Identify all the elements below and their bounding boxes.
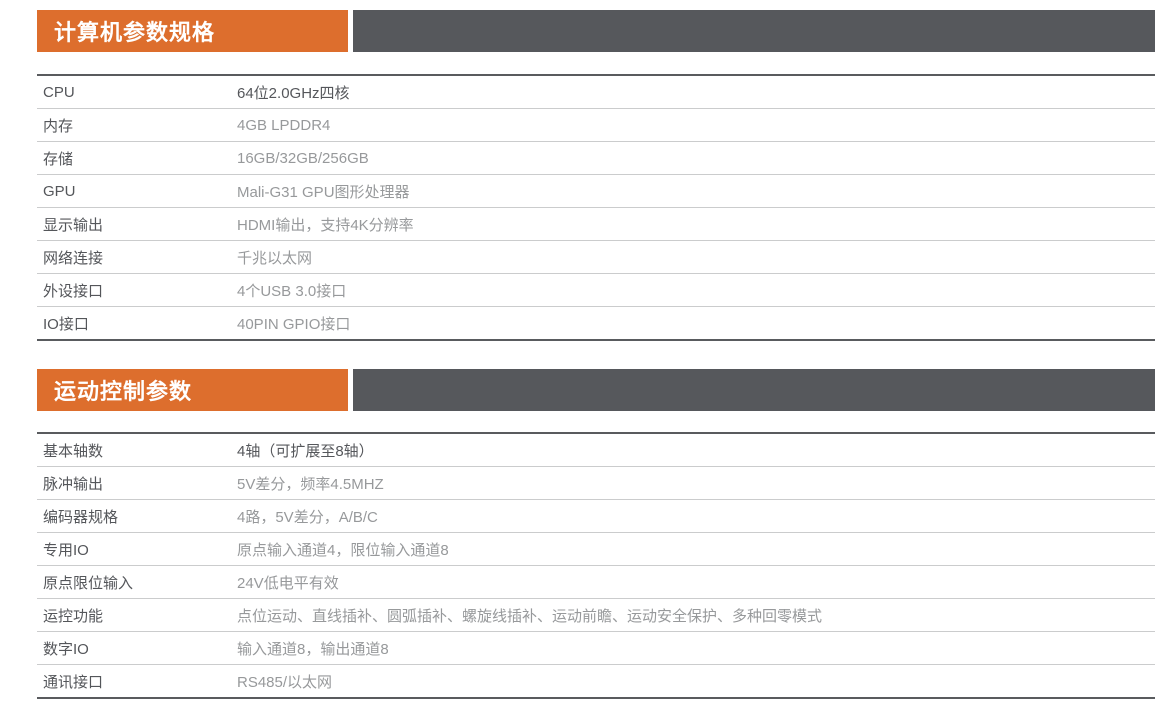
table-row: CPU 64位2.0GHz四核 <box>37 76 1155 109</box>
spec-value: 16GB/32GB/256GB <box>237 149 369 167</box>
spec-label: 通讯接口 <box>43 673 104 691</box>
section-title-banner: 运动控制参数 <box>37 369 348 411</box>
spec-label: 运控功能 <box>43 607 104 625</box>
spec-label: CPU <box>43 83 75 101</box>
spec-label: 脉冲输出 <box>43 475 104 493</box>
table-row: 基本轴数 4轴（可扩展至8轴） <box>37 434 1155 467</box>
table-row: 网络连接 千兆以太网 <box>37 241 1155 274</box>
table-row: 原点限位输入 24V低电平有效 <box>37 566 1155 599</box>
spec-label: 外设接口 <box>43 282 104 300</box>
spec-label: 专用IO <box>43 541 89 559</box>
spec-value: 24V低电平有效 <box>237 574 339 592</box>
spec-value: 输入通道8，输出通道8 <box>237 640 389 658</box>
spec-value: HDMI输出，支持4K分辨率 <box>237 216 414 234</box>
spec-value: 40PIN GPIO接口 <box>237 315 351 333</box>
table-row: 显示输出 HDMI输出，支持4K分辨率 <box>37 208 1155 241</box>
spec-label: 存储 <box>43 150 74 168</box>
section-title: 计算机参数规格 <box>54 20 216 45</box>
spec-value: RS485/以太网 <box>237 673 333 691</box>
spec-label: 数字IO <box>43 640 89 658</box>
section-header-bar <box>353 369 1155 411</box>
spec-label: 编码器规格 <box>43 508 119 526</box>
computer-spec-table: CPU 64位2.0GHz四核 内存 4GB LPDDR4 存储 16GB/32… <box>37 74 1155 341</box>
table-row: 数字IO 输入通道8，输出通道8 <box>37 632 1155 665</box>
spec-label: 网络连接 <box>43 249 104 267</box>
table-row: 内存 4GB LPDDR4 <box>37 109 1155 142</box>
table-row: IO接口 40PIN GPIO接口 <box>37 307 1155 339</box>
spec-value: 4GB LPDDR4 <box>237 116 331 134</box>
table-row: 专用IO 原点输入通道4，限位输入通道8 <box>37 533 1155 566</box>
table-row: 编码器规格 4路，5V差分，A/B/C <box>37 500 1155 533</box>
spec-value: 4轴（可扩展至8轴） <box>237 442 374 460</box>
spec-label: GPU <box>43 182 76 200</box>
table-row: 运控功能 点位运动、直线插补、圆弧插补、螺旋线插补、运动前瞻、运动安全保护、多种… <box>37 599 1155 632</box>
spec-value: 4路，5V差分，A/B/C <box>237 508 378 526</box>
section-header-bar <box>353 10 1155 52</box>
spec-label: 显示输出 <box>43 216 104 234</box>
table-row: 脉冲输出 5V差分，频率4.5MHZ <box>37 467 1155 500</box>
spec-value: Mali-G31 GPU图形处理器 <box>237 183 410 201</box>
spec-value: 原点输入通道4，限位输入通道8 <box>237 541 449 559</box>
table-row: 外设接口 4个USB 3.0接口 <box>37 274 1155 307</box>
section-header-motion: 运动控制参数 <box>37 369 1155 411</box>
section-header-computer: 计算机参数规格 <box>37 10 1155 52</box>
section-title: 运动控制参数 <box>54 379 193 404</box>
table-row: GPU Mali-G31 GPU图形处理器 <box>37 175 1155 208</box>
spec-value: 64位2.0GHz四核 <box>237 84 350 102</box>
spec-value: 5V差分，频率4.5MHZ <box>237 475 384 493</box>
spec-label: 基本轴数 <box>43 442 104 460</box>
spec-value: 4个USB 3.0接口 <box>237 282 347 300</box>
motion-spec-table: 基本轴数 4轴（可扩展至8轴） 脉冲输出 5V差分，频率4.5MHZ 编码器规格… <box>37 432 1155 699</box>
section-title-banner: 计算机参数规格 <box>37 10 348 52</box>
spec-label: IO接口 <box>43 315 89 333</box>
spec-value: 点位运动、直线插补、圆弧插补、螺旋线插补、运动前瞻、运动安全保护、多种回零模式 <box>237 607 823 625</box>
spec-label: 内存 <box>43 117 74 135</box>
spec-value: 千兆以太网 <box>237 249 313 267</box>
table-row: 通讯接口 RS485/以太网 <box>37 665 1155 697</box>
table-row: 存储 16GB/32GB/256GB <box>37 142 1155 175</box>
spec-label: 原点限位输入 <box>43 574 134 592</box>
